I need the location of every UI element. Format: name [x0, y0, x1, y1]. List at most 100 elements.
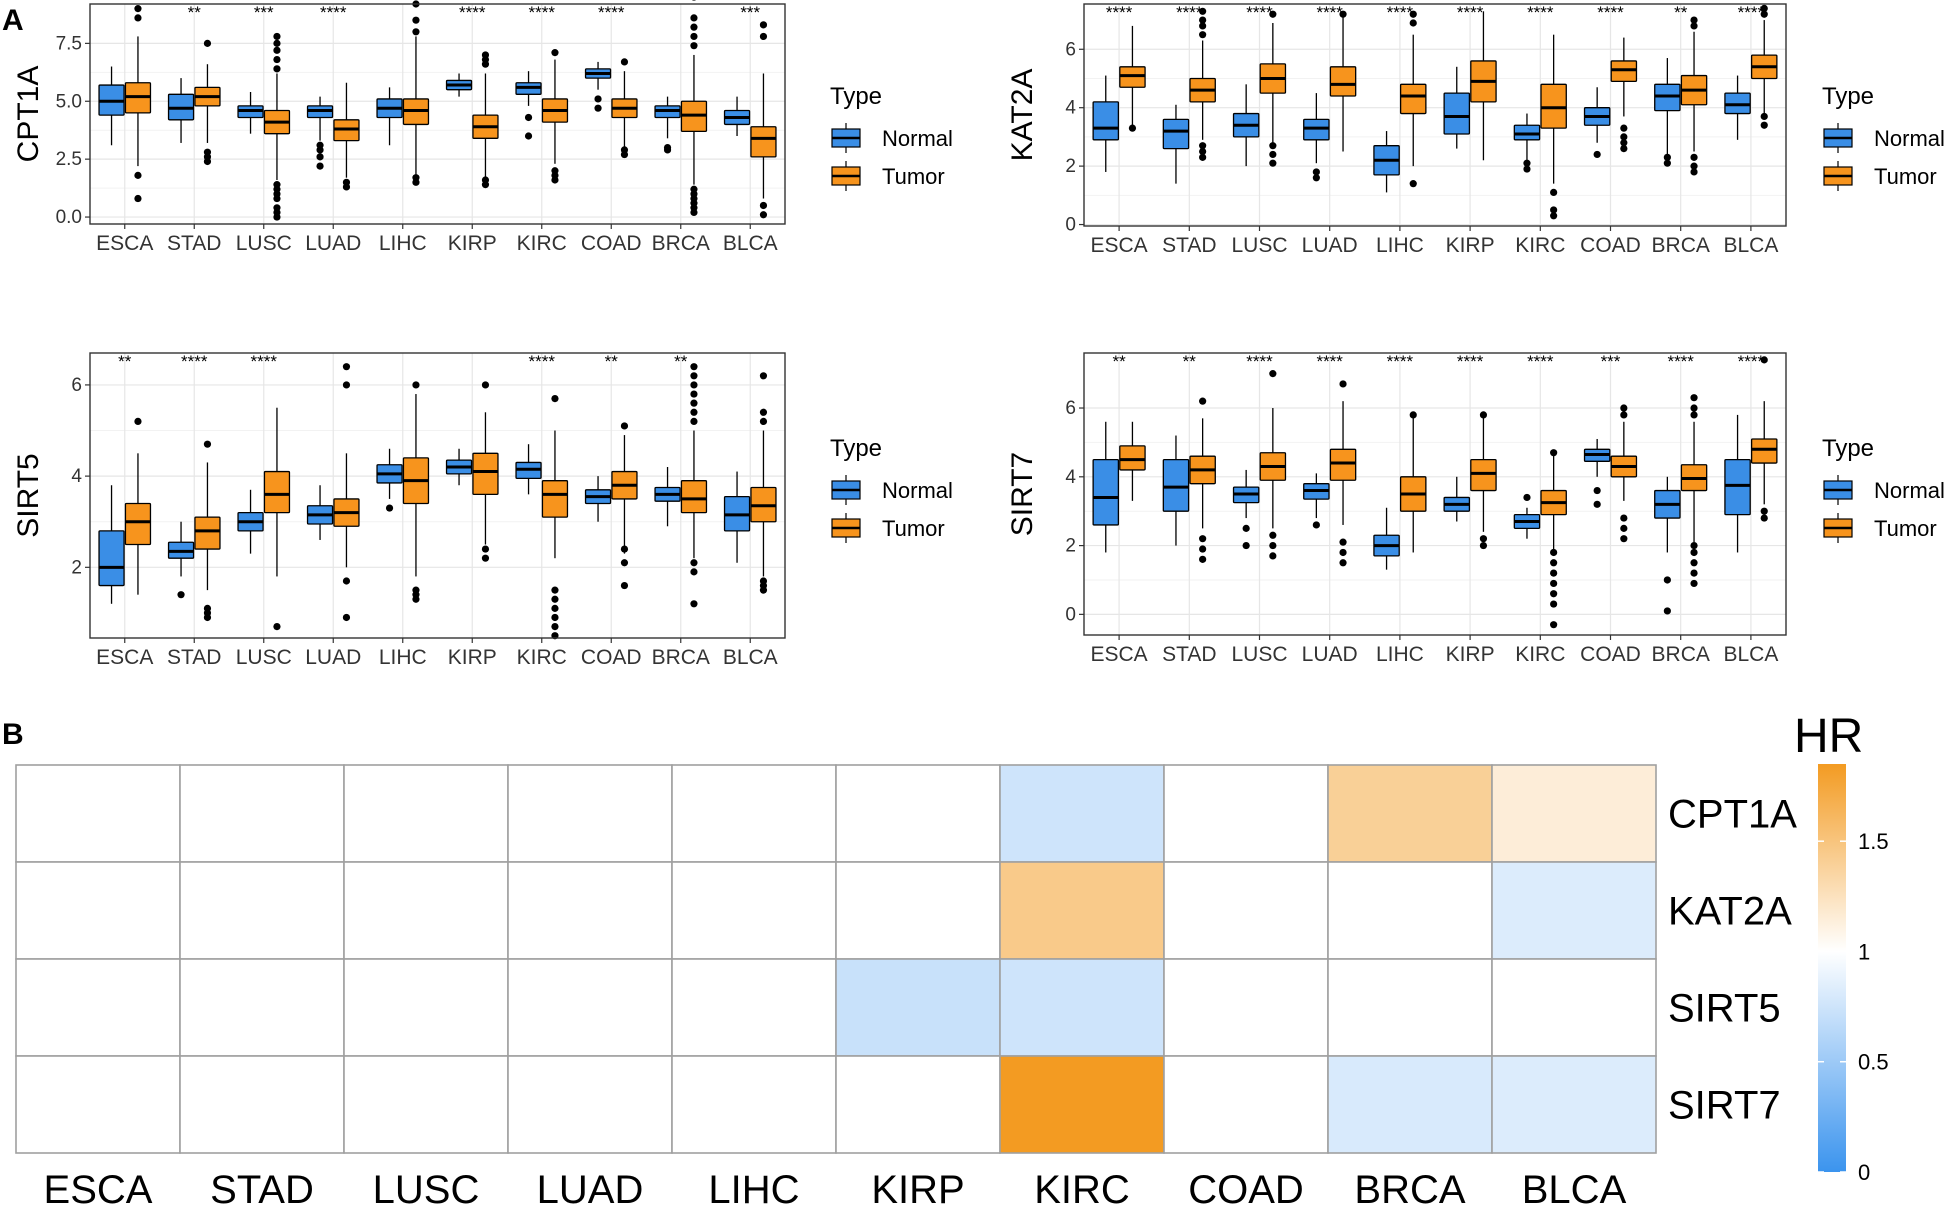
x-tick-label: STAD: [1162, 643, 1216, 666]
heatmap-cell-SIRT7-BLCA: [1491, 1055, 1657, 1154]
significance-label: **: [605, 352, 619, 371]
significance-label: ****: [181, 352, 208, 371]
box-normal-KIRP: [1443, 66, 1471, 149]
x-tick-label: ESCA: [96, 232, 153, 255]
box-normal-COAD: [584, 61, 612, 112]
x-tick-label: BRCA: [1652, 234, 1710, 257]
outlier-point: [1620, 139, 1628, 147]
outlier-point: [1550, 590, 1558, 598]
outlier-point: [203, 148, 212, 156]
outlier-point: [1690, 559, 1698, 567]
y-tick-label: 2: [1065, 156, 1076, 177]
outlier-point: [1593, 150, 1601, 159]
outlier-point: [412, 586, 420, 594]
heatmap-cell-KAT2A-ESCA: [15, 861, 181, 960]
legend-label-tumor: Tumor: [882, 164, 945, 189]
outlier-point: [690, 600, 698, 608]
x-tick-label: ESCA: [96, 646, 153, 669]
significance-label: ***: [254, 3, 274, 22]
outlier-point: [1523, 493, 1531, 502]
box-iqr: [1092, 458, 1120, 526]
y-tick-label: 4: [1065, 98, 1076, 119]
box-tumor-COAD: [611, 422, 638, 590]
outlier-point: [620, 422, 629, 430]
outlier-point: [1550, 559, 1558, 567]
colorbar-title: HR: [1794, 710, 1863, 763]
outlier-point: [273, 623, 281, 631]
heatmap-cell-CPT1A-BRCA: [1327, 764, 1493, 863]
box-normal-STAD: [1162, 104, 1190, 184]
box-iqr: [124, 502, 152, 546]
significance-label: ***: [1601, 352, 1621, 371]
box-tumor-LIHC: [402, 0, 430, 186]
outlier-point: [1269, 142, 1277, 150]
box-normal-ESCA: [98, 66, 125, 146]
significance-label: ****: [1246, 3, 1273, 22]
outlier-point: [690, 42, 698, 50]
outlier-point: [1269, 541, 1277, 550]
significance-label: ****: [1527, 3, 1554, 22]
outlier-point: [1760, 507, 1768, 515]
box-tumor-BRCA: [680, 0, 708, 217]
heatmap-cell-CPT1A-KIRP: [835, 764, 1001, 863]
box-normal-KIRC: [515, 444, 542, 495]
box-iqr: [1162, 118, 1190, 150]
box-normal-BLCA: [1724, 414, 1751, 553]
legend-label-normal: Normal: [1874, 126, 1945, 151]
outlier-point: [690, 14, 698, 22]
outlier-point: [273, 46, 281, 54]
heatmap-cell-SIRT5-STAD: [179, 958, 345, 1057]
heatmap-column-label: ESCA: [44, 1168, 153, 1212]
outlier-point: [620, 559, 629, 567]
box-tumor-KIRP: [472, 381, 499, 562]
outlier-point: [690, 390, 698, 398]
box-tumor-LUAD: [333, 363, 360, 622]
outlier-point: [1620, 124, 1628, 132]
heatmap-cell-KAT2A-KIRC: [999, 861, 1165, 960]
outlier-point: [1550, 579, 1558, 588]
outlier-point: [594, 104, 602, 112]
box-tumor-LUAD: [333, 82, 360, 191]
x-tick-label: KIRC: [1515, 234, 1565, 257]
significance-label: ****: [320, 3, 347, 22]
box-tumor-KIRP: [1470, 411, 1497, 550]
heatmap-column-label: LUSC: [373, 1168, 480, 1212]
x-tick-label: LIHC: [1376, 234, 1424, 257]
outlier-point: [316, 153, 324, 161]
legend-label-tumor: Tumor: [882, 516, 945, 541]
box-tumor-ESCA: [1119, 25, 1146, 132]
box-iqr: [1329, 66, 1357, 97]
outlier-point: [1479, 535, 1488, 543]
heatmap-row-label: CPT1A: [1668, 793, 1797, 837]
x-tick-label: KIRP: [448, 232, 497, 255]
significance-label: **: [1112, 352, 1126, 371]
outlier-point: [1269, 370, 1277, 378]
y-tick-label: 2.5: [56, 149, 82, 170]
heatmap-cell-KAT2A-LIHC: [671, 861, 837, 960]
box-tumor-KIRC: [541, 49, 569, 184]
box-normal-COAD: [1583, 438, 1611, 508]
box-tumor-LUAD: [1329, 10, 1357, 152]
box-normal-LUSC: [1232, 469, 1260, 550]
outlier-point: [759, 417, 768, 425]
outlier-point: [1663, 159, 1671, 167]
significance-label: ****: [1106, 3, 1133, 22]
box-tumor-ESCA: [1119, 421, 1146, 501]
outlier-point: [690, 408, 698, 416]
box-normal-KIRP: [445, 73, 473, 97]
outlier-point: [1760, 514, 1768, 522]
heatmap-cell-KAT2A-COAD: [1163, 861, 1329, 960]
box-normal-STAD: [1162, 435, 1190, 546]
heatmap-column-label: LUAD: [537, 1168, 644, 1212]
box-normal-KIRC: [1513, 493, 1541, 539]
x-tick-label: KIRP: [448, 646, 497, 669]
significance-label: **: [674, 352, 688, 371]
outlier-point: [1620, 144, 1628, 153]
y-axis-label: CPT1A: [12, 66, 45, 163]
panel-label-a: A: [2, 4, 24, 37]
y-tick-label: 4: [71, 466, 82, 487]
outlier-point: [691, 0, 697, 1]
heatmap-cell-SIRT7-ESCA: [15, 1055, 181, 1154]
outlier-point: [1690, 411, 1698, 419]
